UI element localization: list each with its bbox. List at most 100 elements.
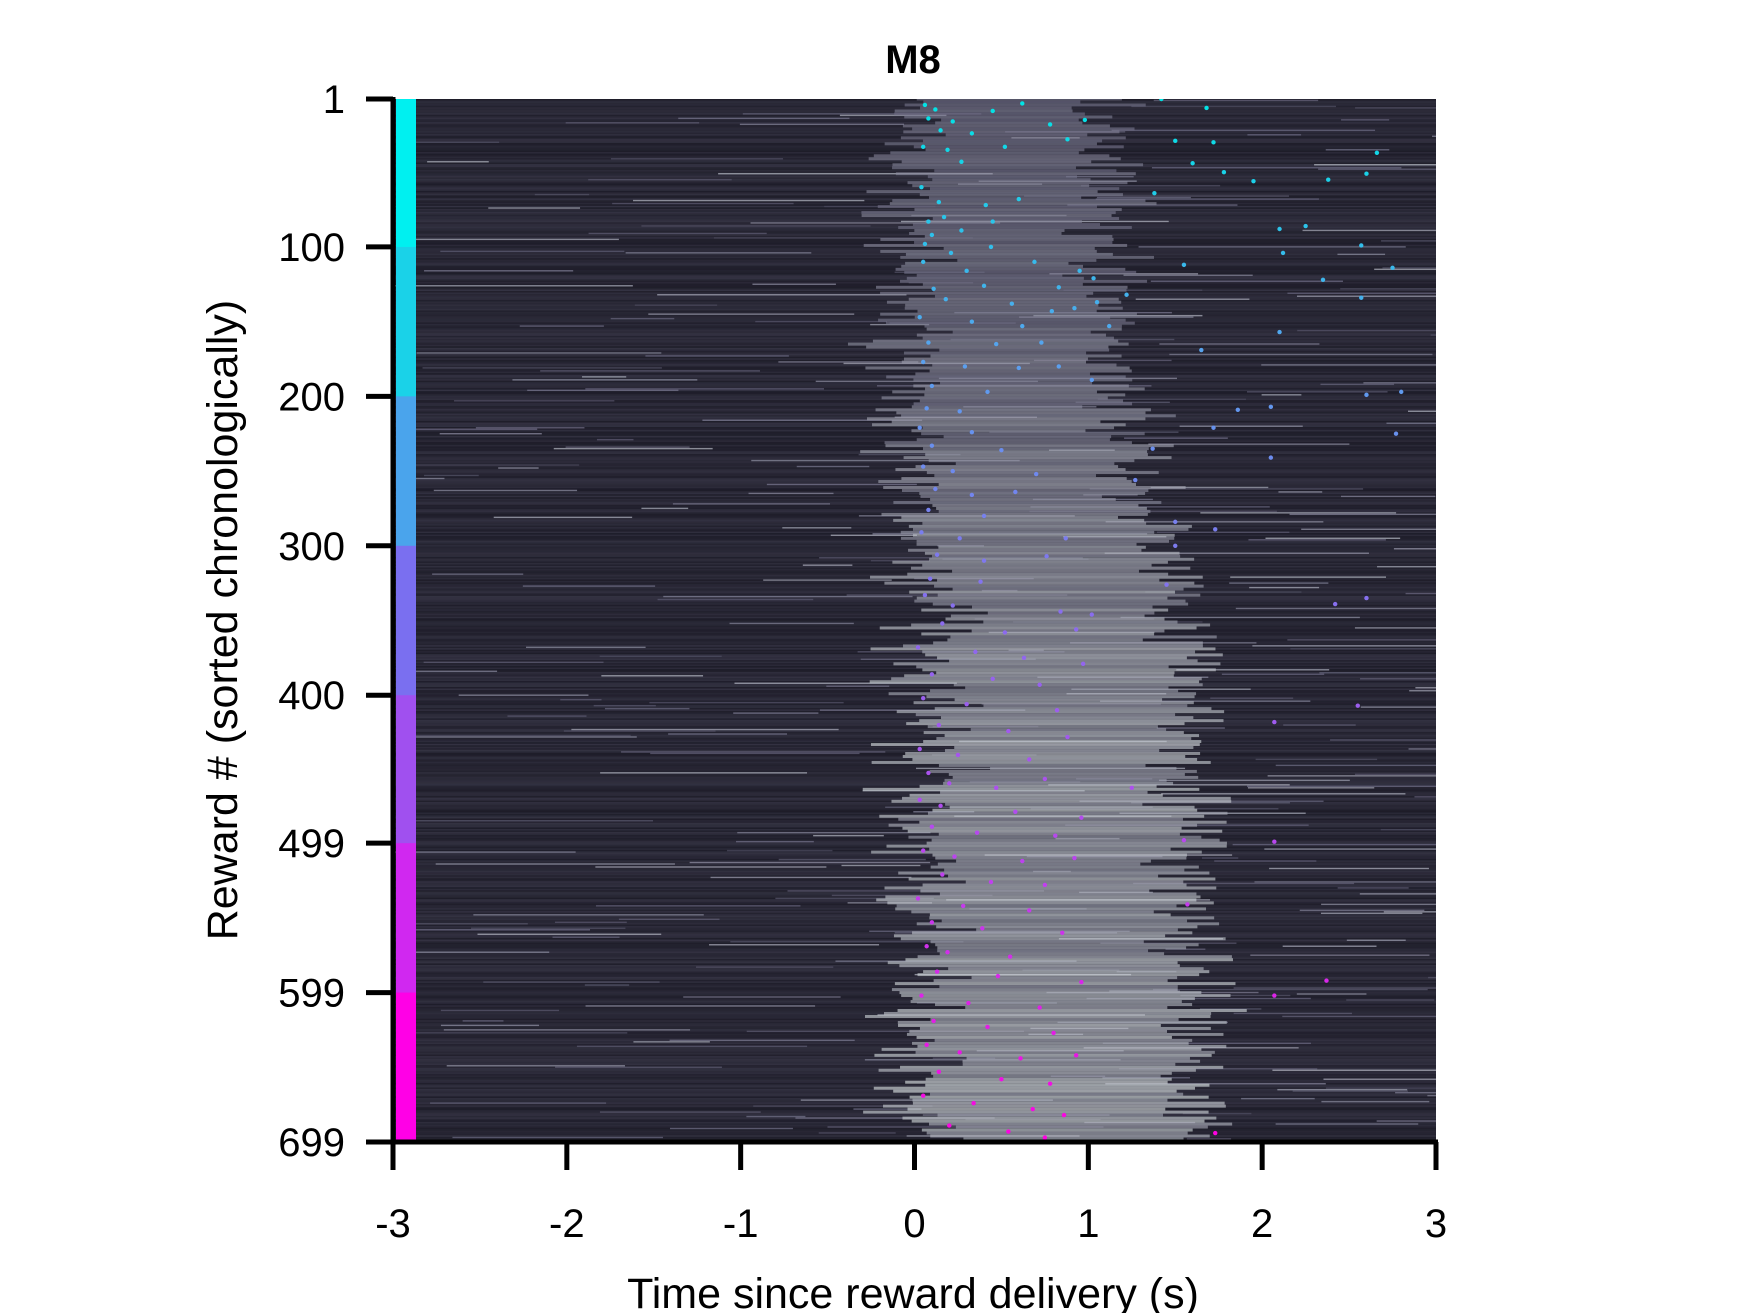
lick-marker bbox=[1061, 1112, 1067, 1118]
response-streak bbox=[876, 285, 1128, 289]
heatmap-streak bbox=[932, 1057, 996, 1060]
heatmap-streak bbox=[1337, 253, 1386, 256]
heatmap-streak bbox=[1282, 1015, 1436, 1018]
heatmap-row bbox=[393, 349, 1436, 352]
heatmap-row bbox=[393, 328, 1436, 331]
lick-marker bbox=[1053, 833, 1058, 838]
heatmap-streak bbox=[908, 282, 974, 284]
heatmap-streak bbox=[914, 577, 1034, 580]
lick-marker bbox=[945, 950, 950, 955]
heatmap-row bbox=[393, 660, 1436, 662]
heatmap-streak bbox=[571, 728, 839, 731]
response-streak bbox=[883, 486, 1186, 490]
heatmap-streak bbox=[1049, 273, 1199, 275]
heatmap-row bbox=[393, 852, 1436, 855]
heatmap-row bbox=[393, 122, 1436, 125]
response-streak bbox=[907, 1107, 1166, 1111]
lick-marker bbox=[1173, 519, 1178, 525]
heatmap-streak bbox=[1287, 639, 1436, 641]
heatmap-streak bbox=[796, 465, 870, 468]
heatmap-row bbox=[393, 978, 1436, 981]
lick-marker bbox=[924, 944, 929, 949]
response-streak bbox=[935, 856, 1187, 860]
x-tick-label: 0 bbox=[903, 1202, 925, 1246]
heatmap-streak bbox=[1290, 648, 1436, 650]
lick-marker bbox=[1042, 776, 1048, 782]
response-streak bbox=[931, 554, 1181, 558]
heatmap-row bbox=[393, 769, 1436, 772]
heatmap-streak bbox=[1221, 673, 1325, 676]
response-streak bbox=[898, 817, 1183, 821]
heatmap-streak bbox=[1201, 857, 1239, 859]
heatmap-streak bbox=[648, 313, 855, 315]
heatmap-streak bbox=[1277, 1088, 1408, 1091]
response-streak bbox=[929, 847, 1171, 851]
response-streak bbox=[912, 1041, 1189, 1045]
response-streak bbox=[884, 886, 1217, 890]
heatmap-row bbox=[393, 1038, 1436, 1041]
response-streak bbox=[909, 590, 1175, 594]
heatmap-row bbox=[393, 737, 1436, 740]
heatmap-row bbox=[393, 719, 1436, 722]
heatmap-streak bbox=[1105, 1082, 1326, 1085]
heatmap-streak bbox=[709, 944, 880, 946]
heatmap-streak bbox=[1248, 539, 1386, 541]
heatmap-streak bbox=[1409, 689, 1436, 692]
heatmap-row bbox=[393, 1093, 1436, 1096]
heatmap-row bbox=[393, 860, 1436, 863]
lick-marker bbox=[936, 722, 942, 728]
lick-marker bbox=[1320, 277, 1326, 283]
heatmap-row bbox=[393, 465, 1436, 468]
response-streak bbox=[902, 754, 1186, 758]
heatmap-row bbox=[393, 915, 1436, 918]
response-streak bbox=[907, 181, 1128, 185]
lick-marker bbox=[1185, 902, 1190, 907]
response-streak bbox=[860, 450, 1148, 454]
heatmap-row bbox=[393, 247, 1436, 250]
heatmap-streak bbox=[1264, 848, 1436, 850]
heatmap-row bbox=[393, 652, 1436, 655]
response-streak bbox=[929, 557, 1195, 561]
heatmap-row bbox=[393, 234, 1436, 237]
response-streak bbox=[983, 704, 1188, 708]
lick-marker bbox=[1033, 471, 1039, 477]
response-streak bbox=[934, 294, 1087, 298]
response-streak bbox=[916, 922, 1220, 926]
heatmap-streak bbox=[938, 377, 1177, 380]
heatmap-streak bbox=[1148, 443, 1350, 445]
heatmap-streak bbox=[1156, 531, 1290, 534]
lick-marker bbox=[1359, 243, 1364, 248]
response-streak bbox=[944, 749, 1160, 752]
heatmap-streak bbox=[830, 534, 917, 537]
response-streak bbox=[891, 988, 1178, 992]
response-streak bbox=[908, 548, 1142, 552]
heatmap-row bbox=[393, 347, 1436, 350]
heatmap-streak bbox=[1150, 280, 1343, 283]
response-streak bbox=[905, 303, 1099, 307]
lick-marker bbox=[1204, 105, 1209, 111]
lick-marker bbox=[988, 879, 994, 885]
lick-marker bbox=[1065, 734, 1070, 740]
heatmap-row bbox=[393, 555, 1436, 558]
response-streak bbox=[901, 477, 1127, 481]
heatmap-row bbox=[393, 168, 1436, 171]
response-streak bbox=[955, 462, 1115, 466]
heatmap-streak bbox=[746, 1030, 1024, 1033]
heatmap-streak bbox=[612, 202, 794, 205]
response-streak bbox=[886, 300, 1122, 304]
lick-marker bbox=[1173, 138, 1178, 144]
heatmap-row bbox=[393, 775, 1436, 778]
heatmap-streak bbox=[553, 447, 713, 450]
lick-marker bbox=[950, 603, 955, 608]
response-streak bbox=[970, 728, 1167, 732]
response-streak bbox=[939, 952, 1165, 956]
lick-marker bbox=[955, 752, 961, 758]
response-streak bbox=[929, 913, 1171, 917]
heatmap-streak bbox=[1254, 881, 1436, 883]
lick-marker bbox=[924, 406, 929, 411]
heatmap-streak bbox=[555, 1066, 722, 1069]
lick-marker bbox=[1393, 431, 1399, 436]
heatmap-streak bbox=[978, 180, 1137, 182]
heatmap-streak bbox=[752, 283, 836, 286]
heatmap-streak bbox=[582, 376, 627, 378]
